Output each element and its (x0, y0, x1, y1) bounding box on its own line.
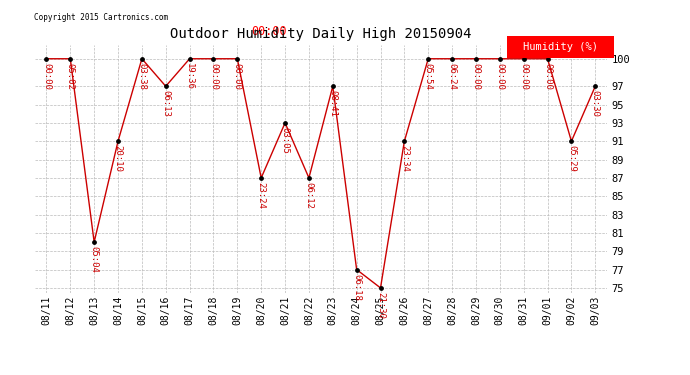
Text: 06:13: 06:13 (161, 90, 170, 117)
Text: 20:10: 20:10 (114, 146, 123, 172)
Text: 23:24: 23:24 (257, 182, 266, 209)
Text: 00:00: 00:00 (519, 63, 528, 90)
Point (208, 56, 219, 62)
Text: 00:00: 00:00 (495, 63, 504, 90)
Text: 03:05: 03:05 (281, 127, 290, 154)
Point (542, 56, 553, 62)
Text: 05:04: 05:04 (90, 246, 99, 273)
Point (65, 56, 76, 62)
Text: 03:38: 03:38 (137, 63, 146, 90)
Point (494, 56, 505, 62)
Text: 00:00: 00:00 (251, 25, 287, 38)
Text: 03:30: 03:30 (591, 90, 600, 117)
Point (256, 175, 267, 181)
Text: 05:29: 05:29 (567, 146, 576, 172)
Point (566, 138, 577, 144)
Point (446, 56, 457, 62)
Text: 21:30: 21:30 (376, 292, 385, 319)
Text: 06:18: 06:18 (352, 274, 361, 301)
Point (399, 138, 410, 144)
Point (518, 56, 529, 62)
Point (375, 285, 386, 291)
Point (41, 56, 52, 62)
Text: 05:54: 05:54 (424, 63, 433, 90)
Point (160, 83, 171, 89)
Point (590, 83, 601, 89)
Text: 00:00: 00:00 (42, 63, 51, 90)
Text: 00:00: 00:00 (233, 63, 241, 90)
Point (279, 120, 290, 126)
Point (423, 56, 434, 62)
Text: 00:00: 00:00 (543, 63, 552, 90)
Text: 05:02: 05:02 (66, 63, 75, 90)
Point (327, 83, 338, 89)
Text: 00:00: 00:00 (471, 63, 480, 90)
Text: 08:41: 08:41 (328, 90, 337, 117)
Text: Humidity (%): Humidity (%) (523, 42, 598, 52)
Point (184, 56, 195, 62)
Point (471, 56, 482, 62)
Point (137, 56, 148, 62)
Point (112, 138, 124, 144)
Point (232, 56, 243, 62)
Text: 00:00: 00:00 (209, 63, 218, 90)
Text: Copyright 2015 Cartronics.com: Copyright 2015 Cartronics.com (34, 13, 168, 22)
Text: 06:24: 06:24 (448, 63, 457, 90)
Text: 06:12: 06:12 (304, 182, 313, 209)
Point (351, 267, 362, 273)
Title: Outdoor Humidity Daily High 20150904: Outdoor Humidity Daily High 20150904 (170, 27, 471, 41)
Point (304, 175, 315, 181)
Text: 19:36: 19:36 (185, 63, 194, 90)
Text: 23:34: 23:34 (400, 146, 409, 172)
Point (88, 239, 99, 245)
